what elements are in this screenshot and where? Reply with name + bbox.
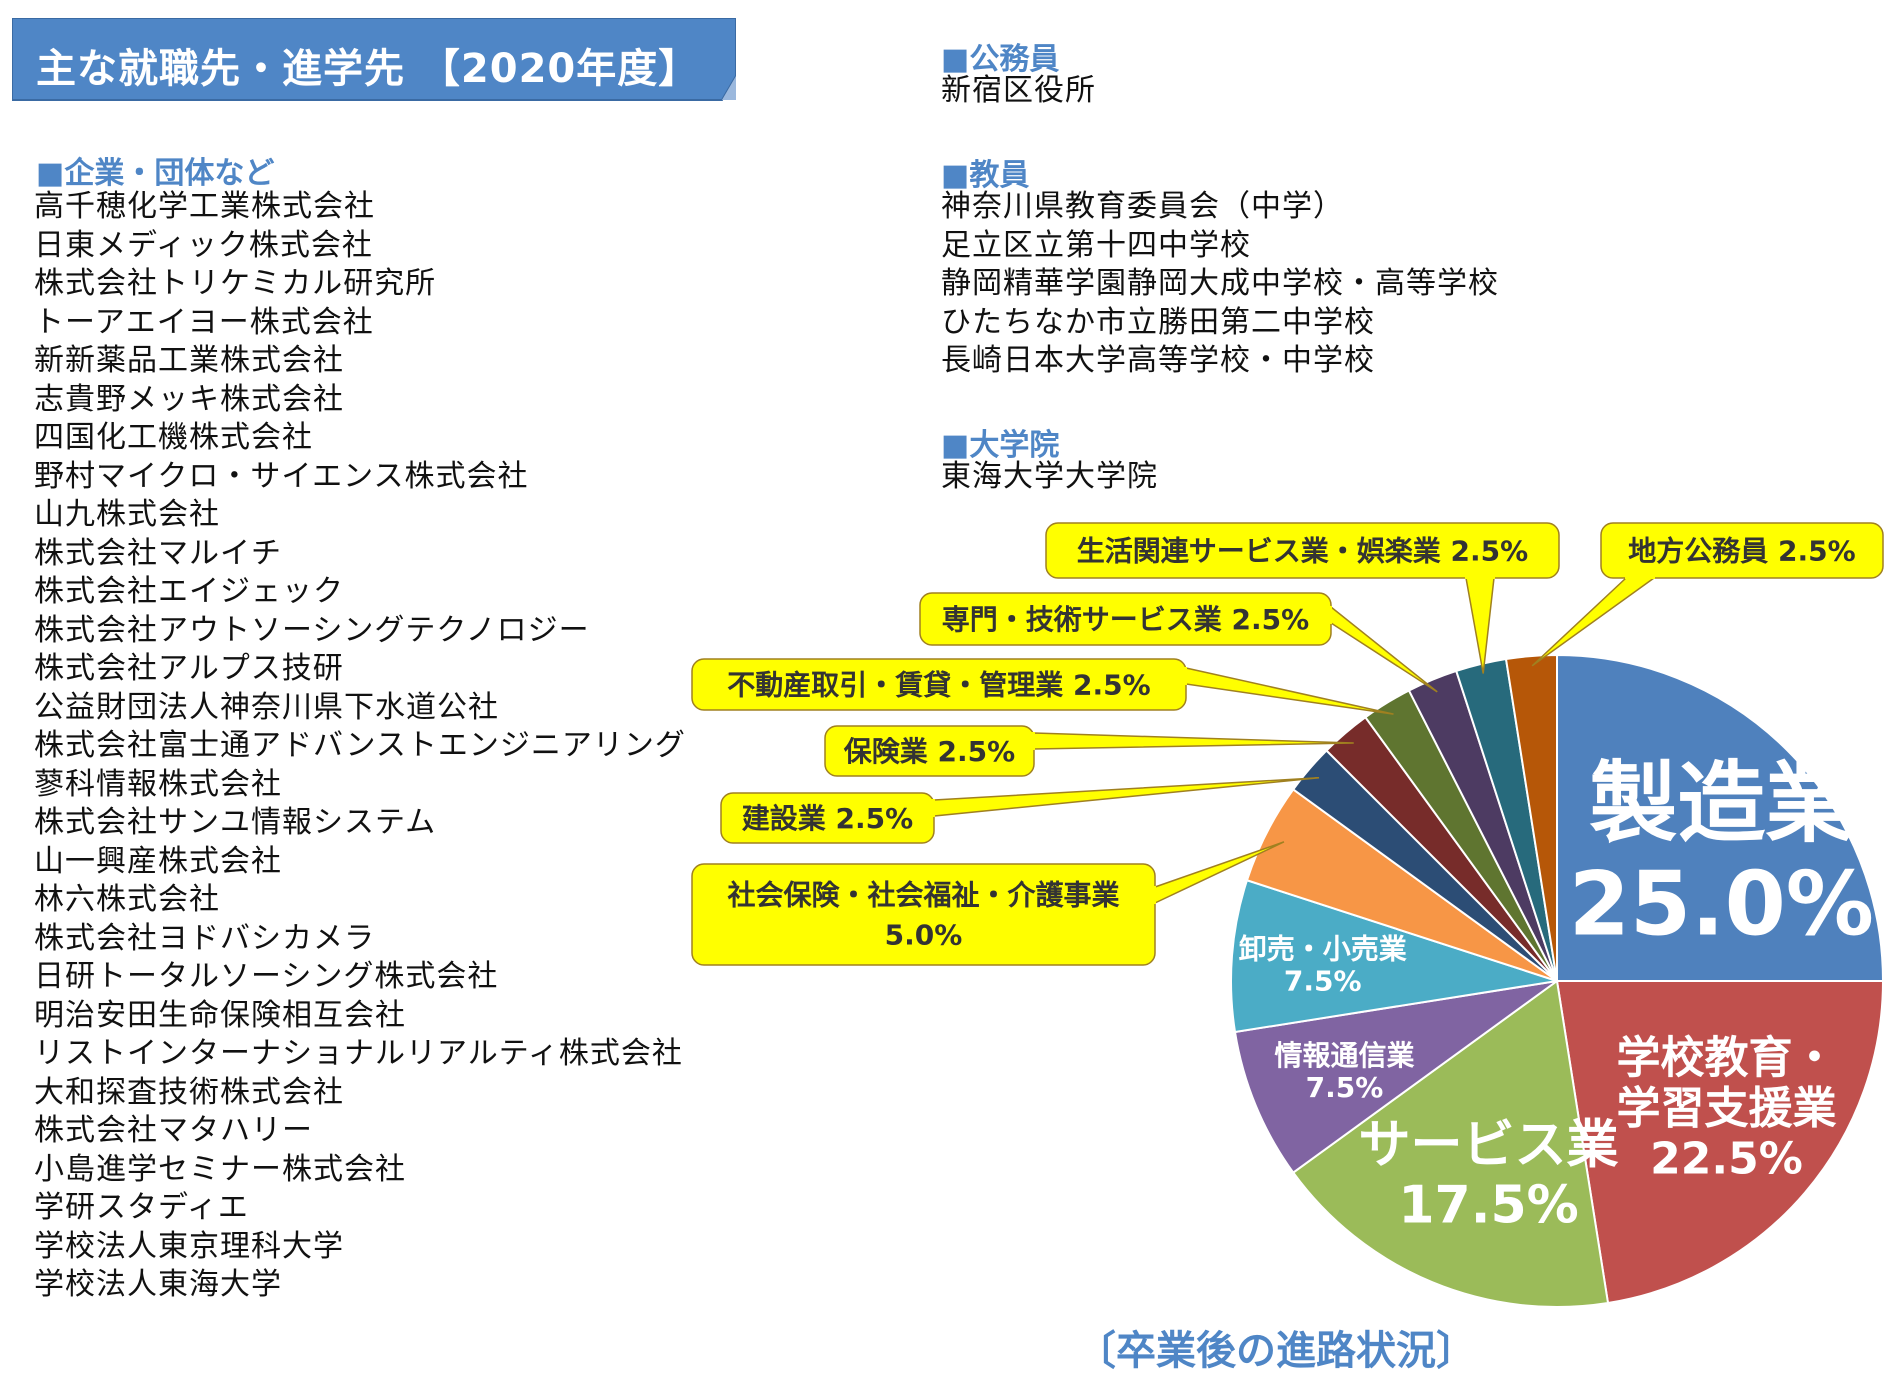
company-item: 明治安田生命保険相互会社 [34,997,406,1033]
callout-label: 5.0% [885,919,963,952]
company-item: 四国化工機株式会社 [34,420,313,455]
company-item: 山一興産株式会社 [34,843,282,879]
company-item: 株式会社トリケミカル研究所 [34,266,437,301]
slice-label: 製造業 [1589,751,1853,854]
callout-joint [1328,606,1332,624]
companies-list: 高千穂化学工業株式会社 日東メディック株式会社 株式会社トリケミカル研究所 トーアエイ… [34,188,686,1305]
callout-box [824,725,1035,777]
graduate-school-item: 東海大学大学院 [941,459,1158,494]
pie-slice [1504,653,1558,982]
company-item: 株式会社エイジェック [34,574,344,609]
civil-servants-list: 新宿区役所 [941,72,1096,111]
pie-slice [1291,979,1610,1308]
callout-joint [931,799,935,817]
callout-leader [1465,577,1495,674]
callout-leader [1185,667,1394,715]
slice-value: 17.5% [1398,1175,1578,1235]
slice-value: 22.5% [1650,1134,1803,1185]
title-banner: 主な就職先・進学先 【2020年度】 [12,18,736,114]
company-item: トーアエイヨー株式会社 [34,304,374,340]
slice-value: 7.5% [1284,965,1362,998]
slice-label: サービス業 [1359,1116,1619,1176]
pie-slice [1556,653,1885,982]
callout-label: 不動産取引・賃貸・管理業 2.5% [727,669,1150,702]
callout-label: 建設業 2.5% [742,802,913,835]
callout-joint [1183,667,1187,685]
slice-label: 情報通信業 [1274,1039,1414,1072]
company-item: 株式会社アウトソーシングテクノロジー [34,612,590,648]
callout-box [691,863,1156,966]
graduate-school-list: 東海大学大学院 [941,458,1158,497]
company-item: 株式会社ヨドバシカメラ [34,920,375,956]
callout-label: 専門・技術サービス業 2.5% [942,603,1309,636]
company-item: 山九株式会社 [34,497,220,532]
callout-label: 社会保険・社会福祉・介護事業 [727,879,1119,912]
company-item: 志貴野メッキ株式会社 [34,381,344,417]
company-item: 公益財団法人神奈川県下水道公社 [34,689,499,725]
pie-slice [1230,878,1558,1034]
callout-box [1045,522,1560,579]
teachers-list: 神奈川県教育委員会（中学） 足立区立第十四中学校 静岡精華学園静岡大成中学校・高等学… [941,188,1499,381]
company-item: 高千穂化学工業株式会社 [34,189,375,224]
chart-caption: 〔卒業後の進路状況〕 [1076,1328,1476,1374]
company-item: 日東メディック株式会社 [34,227,373,263]
callout-leader [1330,605,1438,693]
teacher-item: 長崎日本大学高等学校・中学校 [941,343,1375,378]
callout-box [1600,522,1884,579]
company-item: 蓼科情報株式会社 [34,766,282,802]
company-item: 株式会社サンユ情報システム [34,805,437,840]
company-item: 学研スタディエ [34,1190,249,1225]
slice-label: 学校教育・ [1616,1032,1836,1083]
teacher-item: 神奈川県教育委員会（中学） [941,189,1344,224]
company-item: 株式会社マタハリー [34,1113,313,1148]
slice-value: 7.5% [1306,1071,1384,1104]
callout-label: 保険業 2.5% [844,735,1015,768]
civil-servants-heading: ■公務員 [941,42,1060,77]
callout-label: 生活関連サービス業・娯楽業 2.5% [1077,535,1528,568]
company-item: 学校法人東海大学 [34,1267,282,1302]
company-item: 野村マイクロ・サイエンス株式会社 [34,458,529,494]
company-item: 株式会社富士通アドバンストエンジニアリング [34,728,686,763]
civil-servant-item: 新宿区役所 [941,73,1096,108]
teacher-item: 静岡精華学園静岡大成中学校・高等学校 [941,266,1499,301]
company-item: 株式会社マルイチ [34,535,282,571]
callout-joint [1152,886,1156,904]
company-item: 株式会社アルプス技研 [34,651,344,686]
slice-value: 25.0% [1569,853,1874,956]
teacher-item: ひたちなか市立勝田第二中学校 [941,304,1375,340]
callout-leader [1033,732,1354,750]
company-item: 小島進学セミナー株式会社 [34,1151,406,1187]
callout-joint [1465,575,1495,579]
callout-box [720,792,935,844]
pie-slice [1233,980,1558,1175]
page-title: 主な就職先・進学先 【2020年度】 [36,46,700,92]
company-item: 新新薬品工業株式会社 [34,343,344,378]
callout-label: 地方公務員 2.5% [1628,535,1855,568]
company-item: 日研トータルソーシング株式会社 [34,959,499,994]
pie-slice [1555,980,1885,1305]
company-item: リストインターナショナルリアルティ株式会社 [34,1036,683,1071]
slice-label: 学習支援業 [1616,1083,1836,1134]
callout-joint [1031,732,1035,750]
graduate-school-heading: ■大学院 [941,428,1060,463]
company-item: 学校法人東京理科大学 [34,1228,344,1264]
teachers-heading: ■教員 [941,158,1030,193]
slice-label: 卸売・小売業 [1239,932,1407,965]
callout-leader [933,777,1320,817]
teacher-item: 足立区立第十四中学校 [941,227,1251,263]
title-banner-shape [12,18,736,101]
callout-leader [1531,577,1657,667]
company-item: 大和探査技術株式会社 [34,1074,344,1110]
companies-heading: ■企業・団体など [36,156,275,191]
company-item: 林六株式会社 [34,882,220,917]
callout-joint [1625,575,1655,579]
